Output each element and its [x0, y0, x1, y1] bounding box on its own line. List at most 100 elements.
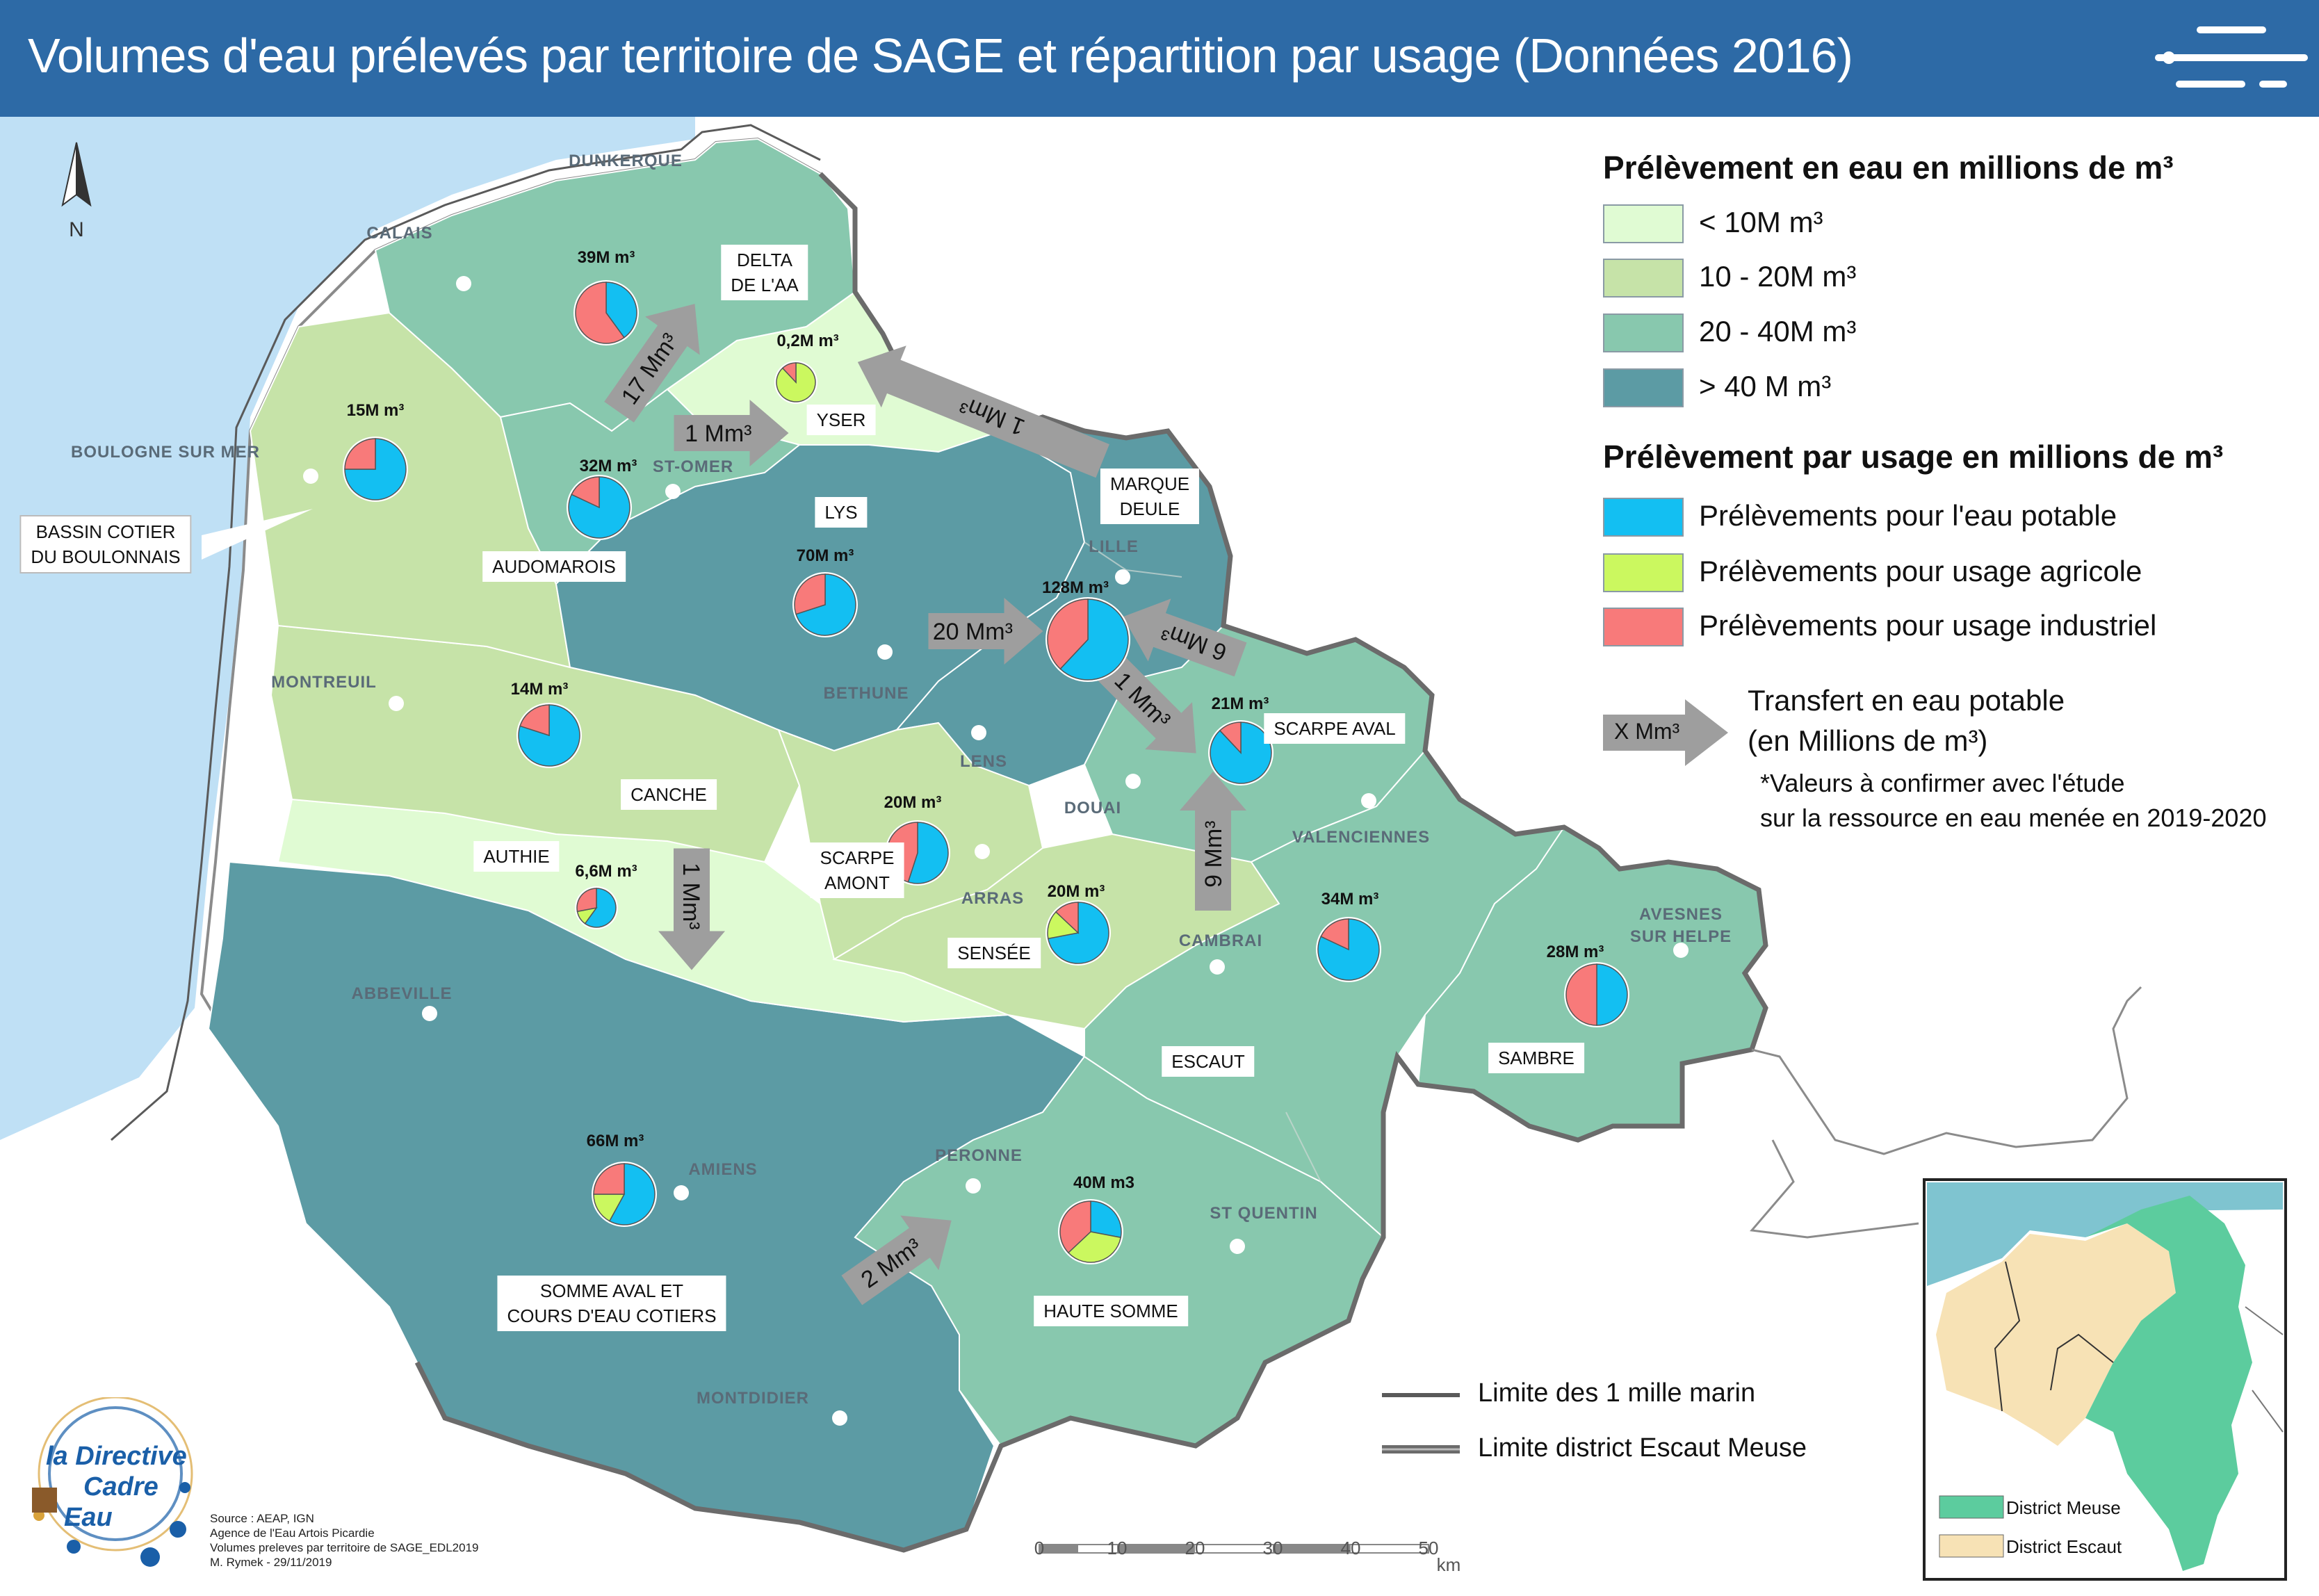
city-arras: ARRAS: [961, 889, 1025, 908]
city-calais: CALAIS: [366, 224, 433, 243]
legend-district-label: Limite district Escaut Meuse: [1478, 1433, 1807, 1463]
transfer-arrow-t2: 2 Mm³: [841, 1215, 952, 1305]
pie-charts: [343, 280, 1629, 1264]
vol-marque: 128M m³: [1041, 578, 1109, 597]
pie-hautesomme: [1058, 1199, 1123, 1264]
legend-transfer-arrow-icon: [1603, 699, 1728, 766]
pie-canche: [516, 703, 582, 768]
legend-swatch-potable: [1603, 498, 1684, 537]
vol-boulonnais: 15M m³: [346, 401, 405, 420]
mille-marin-line: [111, 124, 821, 1141]
pie-slice-canche-industriel: [519, 704, 550, 737]
city-valenciennes: VALENCIENNES: [1292, 828, 1431, 847]
vol-authie: 6,6M m³: [575, 862, 637, 881]
vol-audomarois: 32M m³: [579, 457, 637, 475]
vol-hautesomme: 40M m3: [1073, 1173, 1135, 1192]
pie-slice-hautesomme-agricole: [1067, 1231, 1122, 1263]
inset-escaut-label: District Escaut: [2006, 1536, 2122, 1557]
logo-line3: Eau: [64, 1503, 113, 1532]
scale-bar: [1039, 1544, 1429, 1554]
pie-marque: [1045, 597, 1130, 682]
city-abbeville: ABBEVILLE: [351, 984, 453, 1003]
pie-slice-delta-potable: [605, 282, 637, 339]
source-block: Source : AEAP, IGN Agence de l'Eau Artoi…: [210, 1511, 478, 1570]
logo-line2: Cadre: [83, 1472, 158, 1501]
inset-escaut: [1936, 1223, 2176, 1446]
source-line-2: Agence de l'Eau Artois Picardie: [210, 1526, 375, 1540]
pie-slice-scarpeaval-industriel: [1219, 722, 1242, 754]
sage-authie: AUTHIE: [473, 841, 560, 872]
legend-swatch-gt40: [1603, 368, 1684, 407]
inset-map: [1923, 1178, 2287, 1581]
legend-label-industriel: Prélèvements pour usage industriel: [1699, 609, 2157, 642]
pie-slice-somme-industriel: [593, 1163, 625, 1195]
vol-somme: 66M m³: [586, 1132, 644, 1150]
legend-mille-label: Limite des 1 mille marin: [1478, 1378, 1756, 1408]
scale-tick-50: 50: [1418, 1538, 1439, 1558]
page-title: Volumes d'eau prélevés par territoire de…: [28, 28, 1853, 83]
sage-lys: LYS: [815, 497, 868, 528]
pie-boulonnais: [343, 437, 408, 502]
pie-slice-hautesomme-potable: [1090, 1200, 1122, 1239]
sage-hautesomme: HAUTE SOMME: [1034, 1296, 1188, 1326]
legend-label-20-40: 20 - 40M m³: [1699, 315, 1857, 348]
pie-escaut: [1316, 917, 1381, 982]
legend-note-line2: sur la ressource en eau menée en 2019-20…: [1760, 804, 2267, 832]
transfer-arrow-t9: 9 Mm³: [1180, 772, 1246, 911]
sage-bassin: BASSIN COTIER DU BOULONNAIS: [19, 515, 192, 573]
sage-escaut: ESCAUT: [1162, 1046, 1255, 1077]
scale-tick-10: 10: [1107, 1538, 1128, 1558]
sage-canche: CANCHE: [621, 779, 717, 810]
pie-slice-escaut-industriel: [1320, 918, 1349, 951]
pie-slice-boulonnais-potable: [344, 438, 407, 500]
pie-slice-marque-potable: [1059, 598, 1129, 681]
city-stomer: ST-OMER: [652, 457, 734, 476]
logo-icon: [32, 1397, 193, 1567]
pie-lys: [792, 572, 858, 637]
city-avesnes: AVESNES SUR HELPE: [1629, 905, 1732, 946]
legend-label-potable: Prélèvements pour l'eau potable: [1699, 499, 2117, 532]
north-arrow-icon: [61, 142, 92, 207]
sage-yser: YSER: [806, 405, 876, 435]
transfer-arrow-t20: 20 Mm³: [928, 598, 1043, 665]
inset-meuse-label: District Meuse: [2006, 1497, 2121, 1518]
logo-line1: la Directive: [46, 1442, 187, 1471]
legend-label-10-20: 10 - 20M m³: [1699, 260, 1857, 293]
city-amiens: AMIENS: [688, 1160, 758, 1179]
pie-audomarois: [567, 475, 632, 540]
sage-sensee: SENSÉE: [947, 938, 1041, 968]
border-east: [1750, 986, 2142, 1239]
vol-lys: 70M m³: [796, 546, 854, 565]
legend-swatch-agricole: [1603, 553, 1684, 592]
pie-slice-lys-potable: [795, 573, 856, 636]
pie-slice-sensee-industriel: [1055, 902, 1079, 934]
city-lille: LILLE: [1089, 537, 1139, 556]
city-peronne: PERONNE: [935, 1146, 1023, 1165]
title-bar: Volumes d'eau prélevés par territoire de…: [0, 0, 2319, 117]
sage-scarpeamont: SCARPE AMONT: [810, 842, 904, 898]
sage-marque: MARQUE DEULE: [1100, 469, 1200, 524]
legend-prelevement-title: Prélèvement en eau en millions de m³: [1603, 149, 2174, 186]
transfer-arrow-t6: 6 Mm³: [1123, 598, 1247, 677]
menu-icon[interactable]: [2148, 25, 2315, 95]
transfer-label-t1a: 1 Mm³: [685, 421, 751, 447]
city-boulogne: BOULOGNE SUR MER: [70, 443, 261, 462]
legend-label-agricole: Prélèvements pour usage agricole: [1699, 555, 2142, 587]
sage-regions: [207, 138, 1767, 1552]
pie-slice-delta-industriel: [575, 282, 625, 344]
source-line-3: Volumes preleves par territoire de SAGE_…: [210, 1541, 479, 1554]
legend-swatch-industriel: [1603, 608, 1684, 646]
pie-sambre: [1564, 962, 1629, 1027]
pie-sensee: [1045, 900, 1111, 966]
vol-scarpeamont: 20M m³: [884, 793, 942, 812]
vol-yser: 0,2M m³: [776, 332, 839, 350]
vol-delta: 39M m³: [577, 248, 635, 267]
pie-yser: [774, 361, 817, 404]
pie-scarpeaval: [1208, 720, 1274, 785]
legend-transfer-symbol: X Mm³: [1614, 719, 1680, 744]
pie-slice-somme-agricole: [593, 1194, 626, 1222]
pie-slice-audomarois-industriel: [571, 476, 600, 509]
pie-slice-lys-industriel: [794, 573, 826, 615]
